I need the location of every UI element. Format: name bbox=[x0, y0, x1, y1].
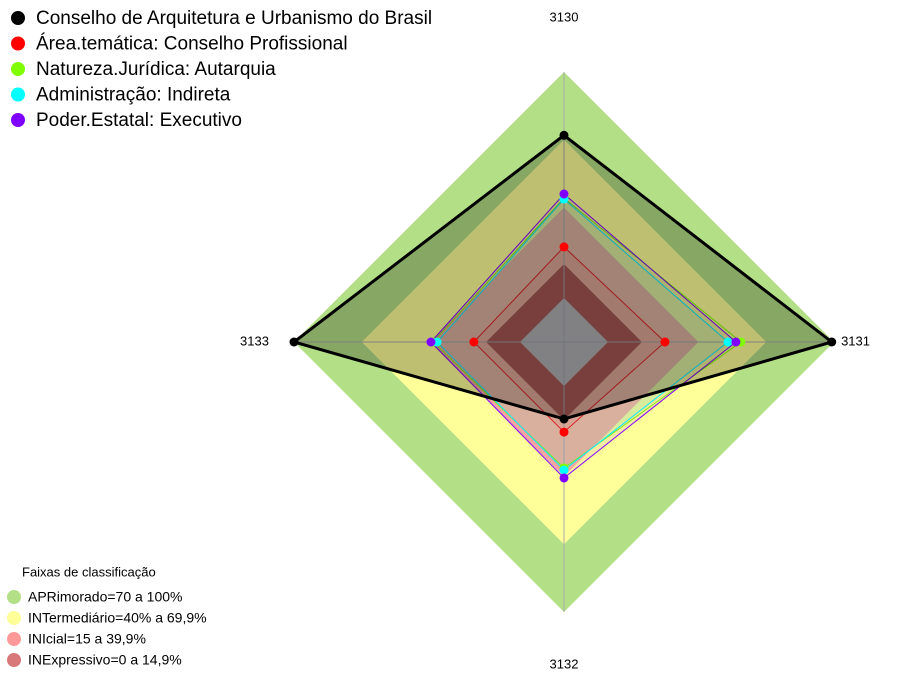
band-legend-title: Faixas de classificação bbox=[22, 564, 156, 579]
series-point bbox=[559, 242, 569, 252]
series-point bbox=[660, 337, 670, 347]
legend-marker bbox=[11, 113, 25, 127]
series-point bbox=[559, 130, 569, 140]
legend-marker bbox=[11, 62, 25, 76]
band-legend-label: INIcial=15 a 39,9% bbox=[28, 631, 146, 647]
series-point bbox=[559, 473, 569, 483]
legend-marker bbox=[11, 87, 25, 102]
axis-label: 3133 bbox=[240, 333, 269, 348]
legend-label: Área.temática: Conselho Profissional bbox=[36, 34, 348, 55]
legend-label: Conselho de Arquitetura e Urbanismo do B… bbox=[36, 8, 432, 29]
band-legend-label: INTermediário=40% a 69,9% bbox=[28, 610, 207, 626]
series-point bbox=[559, 427, 569, 437]
series-point bbox=[559, 414, 569, 424]
series-point bbox=[559, 189, 569, 199]
legend-marker bbox=[11, 36, 25, 51]
axis-label: 3132 bbox=[550, 656, 579, 671]
axis-label: 3130 bbox=[550, 9, 579, 24]
legend-label: Poder.Estatal: Executivo bbox=[36, 110, 242, 131]
axis-label: 3131 bbox=[841, 333, 870, 348]
band-legend-marker bbox=[7, 632, 21, 646]
band-legend-label: APRimorado=70 a 100% bbox=[28, 589, 183, 605]
series-point bbox=[559, 465, 569, 475]
legend-marker bbox=[11, 11, 25, 25]
series-point bbox=[731, 337, 741, 347]
band-legend-marker bbox=[7, 611, 21, 625]
band-legend-label: INExpressivo=0 a 14,9% bbox=[28, 652, 182, 668]
legend-label: Administração: Indireta bbox=[36, 85, 231, 106]
band-legend-marker bbox=[7, 653, 21, 667]
series-point bbox=[469, 337, 479, 347]
series-point bbox=[723, 337, 733, 347]
band-legend-marker bbox=[7, 590, 21, 604]
series-point bbox=[827, 337, 837, 347]
series-point bbox=[426, 337, 436, 347]
legend-label: Natureza.Jurídica: Autarquia bbox=[36, 59, 276, 80]
series-point bbox=[289, 337, 299, 347]
